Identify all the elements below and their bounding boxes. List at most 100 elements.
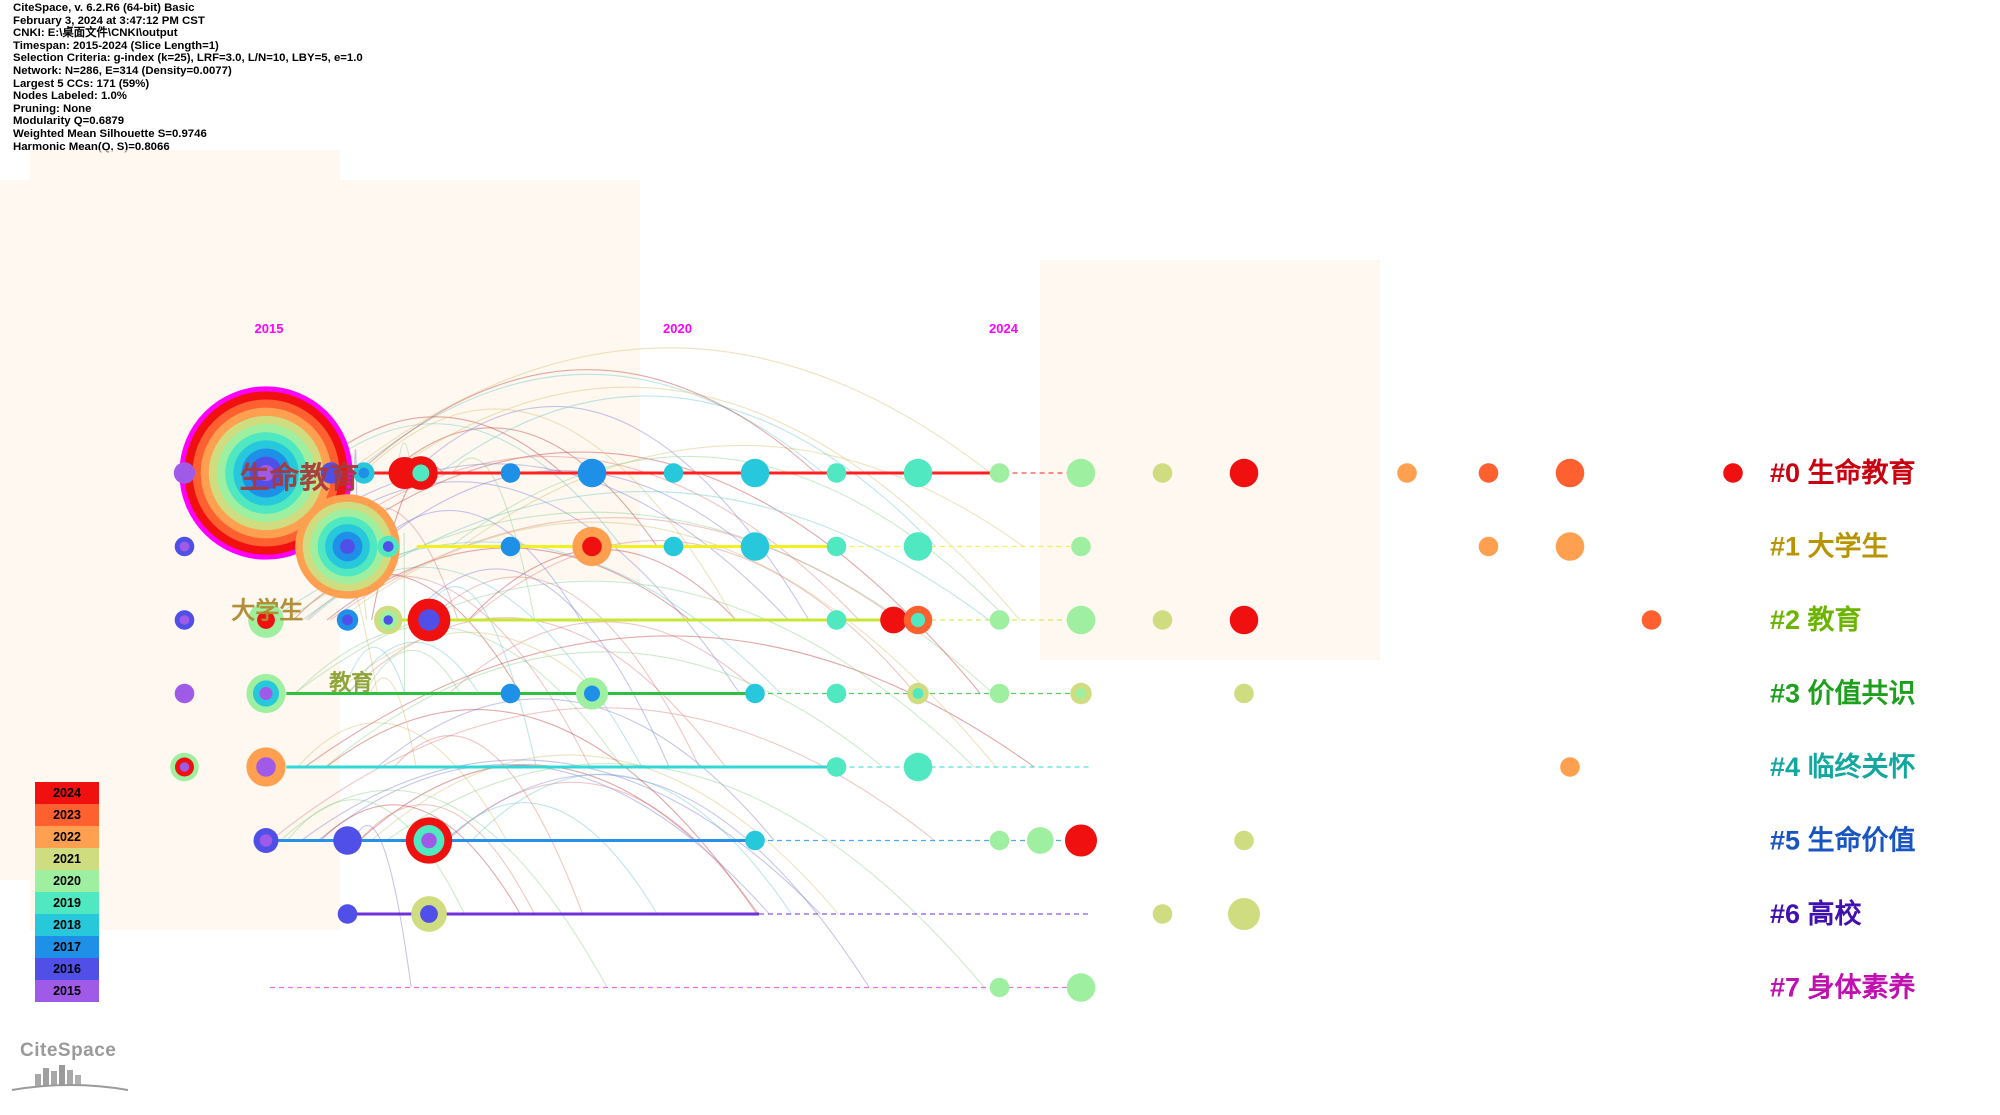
node-ring [256, 757, 276, 777]
info-panel: CiteSpace, v. 6.2.R6 (64-bit) Basic Febr… [13, 2, 363, 153]
label-layer: 2015 2020 2024 #0 生命教育 #1 大学生 #2 教育 #3 价值共识 #4 … [231, 321, 1915, 1003]
node [745, 830, 765, 851]
link-arc [348, 641, 480, 694]
node [407, 598, 451, 642]
node [989, 610, 1010, 630]
link-arc [353, 373, 824, 474]
cluster-label: #1 大学生 [1770, 531, 1889, 562]
node [1234, 683, 1254, 704]
year-color-legend: 2024 2023 2022 2021 2020 2019 2018 2017 2016 2015 [35, 782, 99, 1002]
legend-item: 2020 [35, 870, 99, 892]
node-ring [910, 612, 926, 628]
legend-item: 2019 [35, 892, 99, 914]
background-block [340, 180, 640, 580]
node [740, 458, 770, 488]
node-ring [826, 683, 847, 704]
link-arc [304, 635, 1035, 768]
cluster-label: #6 高校 [1770, 898, 1862, 929]
link-arc [369, 677, 417, 768]
node-layer [170, 386, 1743, 1002]
node-ring [582, 536, 602, 557]
link-arc [363, 650, 461, 694]
node-ring [1152, 463, 1173, 483]
link-arc [353, 824, 412, 988]
link-arc [329, 517, 900, 621]
cluster-label: #3 价值共识 [1770, 679, 1916, 709]
node-ring [257, 464, 275, 482]
node-ring [340, 539, 355, 554]
node [1555, 458, 1585, 488]
node-ring [1066, 973, 1096, 1002]
node [174, 536, 195, 557]
node-ring [333, 826, 362, 855]
node-ring [1152, 610, 1173, 630]
node [1555, 532, 1585, 561]
info-line: Selection Criteria: g-index (k=25), LRF=… [13, 52, 363, 65]
keyword-label: 教育 [329, 670, 373, 696]
node-ring [257, 611, 275, 629]
link-arc [320, 804, 521, 915]
link-arc [297, 722, 508, 841]
node [405, 817, 453, 864]
link-arc [373, 510, 581, 621]
node-ring [826, 757, 847, 777]
node-ring [1229, 458, 1259, 488]
link-arc [302, 491, 990, 621]
node-ring [500, 463, 521, 483]
node-ring [989, 977, 1010, 998]
link-arc [371, 754, 839, 915]
background-block [1040, 260, 1380, 660]
node-ring [663, 536, 684, 557]
node [377, 535, 399, 558]
legend-item: 2022 [35, 826, 99, 848]
node-ring [745, 830, 765, 851]
link-arc [460, 444, 1024, 547]
node [333, 826, 362, 855]
node-ring [1066, 458, 1096, 488]
node [575, 677, 609, 710]
info-line: Timespan: 2015-2024 (Slice Length=1) [13, 39, 219, 52]
link-arc [393, 735, 584, 915]
node-ring [1641, 610, 1662, 630]
link-arc [471, 773, 792, 915]
link-arc [362, 408, 736, 621]
year-label: 2015 [255, 321, 284, 336]
node-ring [1555, 532, 1585, 561]
link-arc [375, 469, 747, 547]
citespace-logo: CiteSpace [10, 1040, 130, 1097]
link-arc [346, 347, 991, 474]
node [500, 536, 521, 557]
node [663, 463, 684, 483]
info-line: February 3, 2024 at 3:47:12 PM CST [13, 14, 205, 27]
legend-item: 2024 [35, 782, 99, 804]
node-ring [903, 752, 933, 782]
node-ring [989, 683, 1010, 704]
node [903, 605, 933, 635]
node-ring [500, 683, 521, 704]
info-line: Largest 5 CCs: 171 (59%) [13, 77, 150, 90]
info-line: Pruning: None [13, 102, 92, 115]
node-ring [1397, 463, 1417, 483]
link-arc [389, 386, 1021, 621]
node [253, 828, 279, 853]
node [1070, 682, 1092, 705]
node [1071, 536, 1091, 557]
node [1723, 463, 1743, 483]
node-ring [1066, 605, 1096, 635]
node [745, 683, 765, 704]
node-ring [826, 610, 847, 630]
background-decor [0, 150, 1380, 930]
year-label: 2020 [663, 321, 692, 336]
legend-item: 2023 [35, 804, 99, 826]
node [826, 463, 847, 483]
legend-item: 2017 [35, 936, 99, 958]
node-ring [1478, 463, 1499, 483]
cluster-label: #4 临终关怀 [1770, 751, 1916, 782]
node-ring [382, 541, 394, 552]
node [1066, 973, 1096, 1002]
node [989, 977, 1010, 998]
node-ring [903, 532, 933, 561]
node-ring [1478, 536, 1499, 557]
node-ring [179, 762, 190, 772]
